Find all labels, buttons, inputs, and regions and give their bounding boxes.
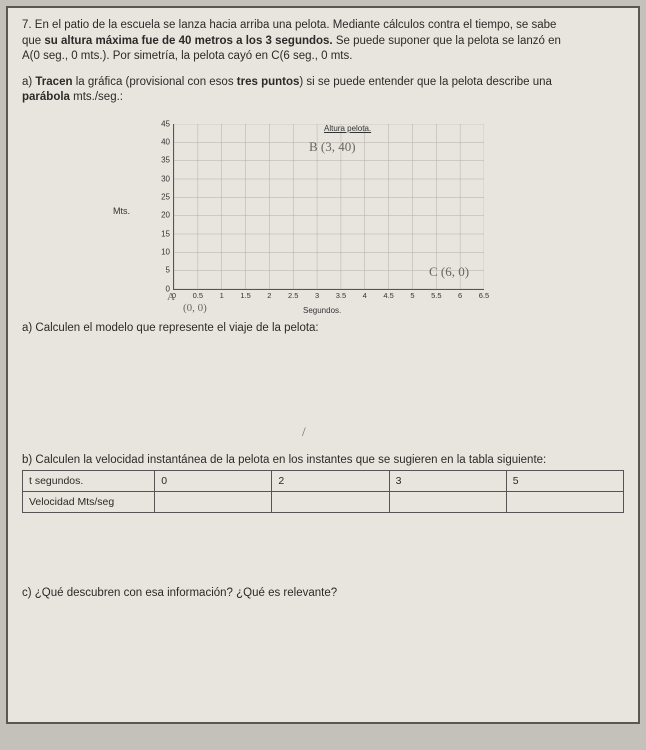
chart-container: Mts. Altura pelota. 454035302520151050 0…	[143, 116, 503, 316]
problem-statement: 7. En el patio de la escuela se lanza ha…	[22, 18, 624, 65]
problem-line2-bold: su altura máxima fue de 40 metros a los …	[44, 35, 332, 47]
workspace-a	[22, 334, 624, 434]
hand-point-a-mark: A	[167, 291, 175, 303]
x-tick: 6.5	[479, 291, 489, 300]
x-tick: 5	[410, 291, 414, 300]
y-tick: 25	[161, 192, 170, 201]
y-tick: 40	[161, 137, 170, 146]
part-b: b) Calculen la velocidad instantánea de …	[22, 454, 624, 466]
cell-v-0	[155, 491, 272, 512]
cell-v-2	[272, 491, 389, 512]
x-tick: 5.5	[431, 291, 441, 300]
pa-l2-bold: parábola	[22, 91, 70, 103]
plot-area: Altura pelota. 454035302520151050 00.511…	[173, 124, 484, 290]
pa-rest: ) si se puede entender que la pelota des…	[299, 76, 552, 88]
x-tick: 3.5	[336, 291, 346, 300]
x-tick: 6	[458, 291, 462, 300]
pa-l2-rest: mts./seg.:	[70, 91, 123, 103]
x-tick: 2	[267, 291, 271, 300]
cell-t-5: 5	[506, 470, 623, 491]
workspace-b	[22, 513, 624, 583]
y-tick: 5	[166, 266, 170, 275]
x-tick: 1.5	[240, 291, 250, 300]
x-tick: 4.5	[383, 291, 393, 300]
y-tick: 35	[161, 156, 170, 165]
cell-t-2: 2	[272, 470, 389, 491]
table-row: Velocidad Mts/seg	[23, 491, 624, 512]
table-row: t segundos. 0 2 3 5	[23, 470, 624, 491]
problem-line2a: que	[22, 35, 44, 47]
part-c: c) ¿Qué descubren con esa información? ¿…	[22, 587, 624, 599]
cell-v-5	[506, 491, 623, 512]
x-tick: 4	[363, 291, 367, 300]
pa-bold1: Tracen	[35, 76, 72, 88]
x-axis-label: Segundos.	[303, 306, 341, 315]
hand-slash: /	[302, 424, 646, 440]
x-tick: 3	[315, 291, 319, 300]
y-axis-label: Mts.	[113, 206, 130, 216]
problem-line2b: Se puede suponer que la pelota se lanzó …	[333, 35, 561, 47]
y-tick: 15	[161, 229, 170, 238]
x-tick: 0.5	[193, 291, 203, 300]
hand-point-a-origin: (0, 0)	[183, 302, 207, 314]
cell-t-3: 3	[389, 470, 506, 491]
pa-prefix: a)	[22, 76, 35, 88]
worksheet-page: 7. En el patio de la escuela se lanza ha…	[6, 6, 640, 724]
y-tick: 10	[161, 247, 170, 256]
part-a-trace: a) Tracen la gráfica (provisional con es…	[22, 75, 624, 106]
problem-number: 7.	[22, 19, 32, 31]
velocity-table: t segundos. 0 2 3 5 Velocidad Mts/seg	[22, 470, 624, 513]
y-tick: 30	[161, 174, 170, 183]
part-a-model: a) Calculen el modelo que represente el …	[22, 322, 624, 334]
hand-point-b: B (3, 40)	[309, 139, 356, 155]
y-tick: 20	[161, 211, 170, 220]
pa-mid: la gráfica (provisional con esos	[73, 76, 237, 88]
x-tick: 2.5	[288, 291, 298, 300]
hand-point-c: C (6, 0)	[429, 264, 469, 280]
cell-v-3	[389, 491, 506, 512]
pa-bold2: tres puntos	[237, 76, 300, 88]
cell-t-label: t segundos.	[23, 470, 155, 491]
problem-line3: A(0 seg., 0 mts.). Por simetría, la pelo…	[22, 50, 352, 62]
y-tick: 45	[161, 119, 170, 128]
problem-line1: En el patio de la escuela se lanza hacia…	[35, 19, 557, 31]
chart-title: Altura pelota.	[324, 124, 371, 133]
cell-v-label: Velocidad Mts/seg	[23, 491, 155, 512]
cell-t-0: 0	[155, 470, 272, 491]
x-tick: 1	[220, 291, 224, 300]
